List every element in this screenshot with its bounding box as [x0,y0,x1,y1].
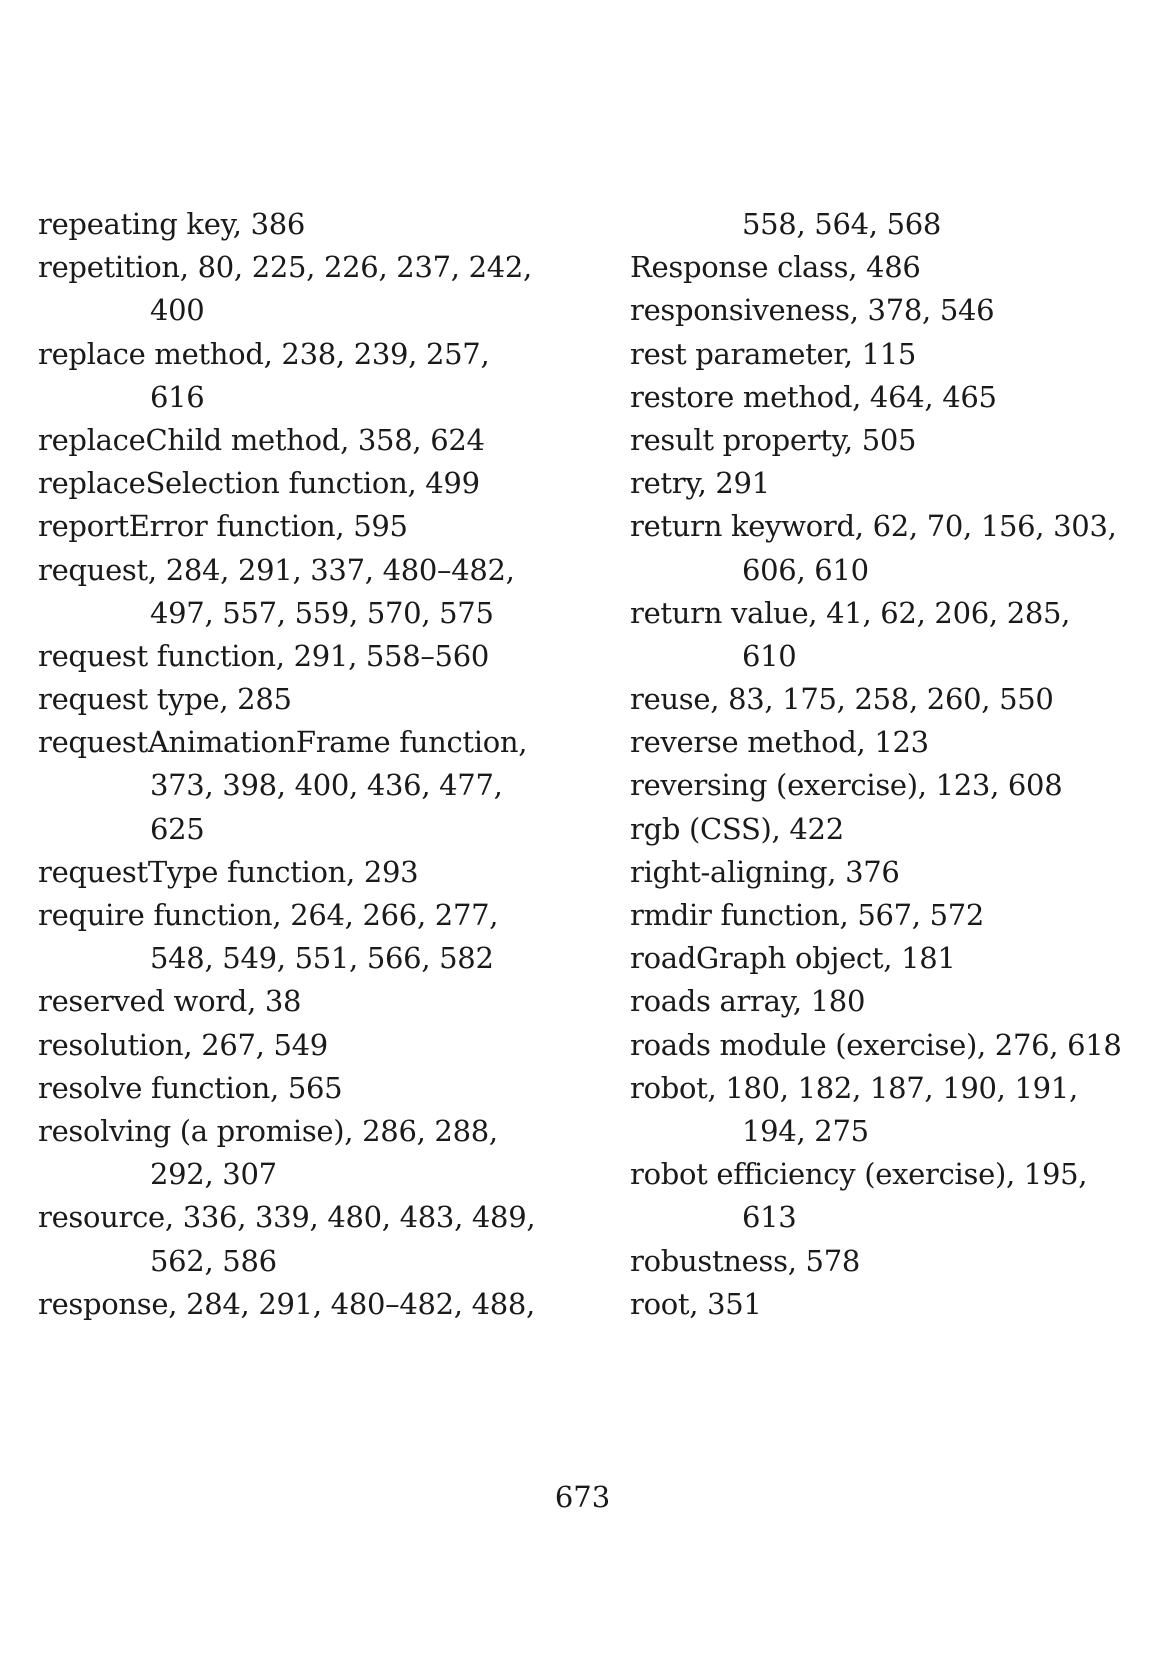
index-entry: robot, 180, 182, 187, 190, 191, [630,1070,1078,1105]
index-entry: roads array, 180 [630,984,866,1019]
index-entry: request, 284, 291, 337, 480–482, [38,552,515,587]
index-entry: rmdir function, 567, 572 [630,898,985,932]
index-entry: replace method, 238, 239, 257, [38,336,490,371]
index-entry: requestType function, 293 [38,854,419,889]
index-entry: retry, 291 [630,466,770,501]
index-entry: return value, 41, 62, 206, 285, [630,595,1071,630]
index-entry: restore method, 464, 465 [630,379,997,414]
index-entry-continuation: 606, 610 [742,552,869,587]
index-entry-continuation: 400 [150,293,205,328]
index-entry-continuation: 373, 398, 400, 436, 477, [150,768,503,803]
page-number: 673 [554,1480,611,1514]
index-entry: reserved word, 38 [38,984,302,1019]
index-column-left: repeating key, 386 repetition, 80, 225, 2… [38,203,538,1326]
index-entry: robot efficiency (exercise), 195, [630,1157,1088,1192]
index-entry: rgb (CSS), 422 [630,811,844,846]
index-entry: reverse method, 123 [630,725,929,760]
index-entry: result property, 505 [630,422,917,457]
index-entry: Response class, 486 [630,250,921,285]
index-entry: reportError function, 595 [38,509,408,544]
index-entry: robustness, 578 [630,1243,860,1278]
index-entry: return keyword, 62, 70, 156, 303, [630,509,1117,544]
index-entry: resolving (a promise), 286, 288, [38,1113,498,1148]
index-entry: reuse, 83, 175, 258, 260, 550 [630,682,1054,717]
index-entry-continuation: 610 [742,638,797,673]
index-entry: root, 351 [630,1286,762,1321]
index-entry: replaceSelection function, 499 [38,466,480,501]
index-entry: resolve function, 565 [38,1070,343,1105]
index-entry: require function, 264, 266, 277, [38,898,499,932]
index-entry: responsiveness, 378, 546 [630,293,995,328]
index-entry: response, 284, 291, 480–482, 488, [38,1286,535,1321]
index-entry: reversing (exercise), 123, 608 [630,768,1063,803]
index-entry: replaceChild method, 358, 624 [38,422,485,457]
index-entry: right-aligning, 376 [630,854,900,889]
index-entry: roadGraph object, 181 [630,941,956,976]
index-entry-continuation: 613 [742,1200,797,1235]
index-entry-continuation: 616 [150,379,205,414]
index-entry: request type, 285 [38,682,292,717]
index-entry-continuation: 194, 275 [742,1113,869,1148]
index-entry: roads module (exercise), 276, 618 [630,1027,1122,1062]
index-entry-continuation: 548, 549, 551, 566, 582 [150,941,494,976]
index-entry: resource, 336, 339, 480, 483, 489, [38,1200,536,1235]
index-entry: repetition, 80, 225, 226, 237, 242, [38,250,532,285]
index-entry: repeating key, 386 [38,207,306,241]
index-entry-continuation: 625 [150,811,205,846]
index-entry: requestAnimationFrame function, [38,725,528,760]
index-entry-continuation: 497, 557, 559, 570, 575 [150,595,494,630]
index-column-right: 558, 564, 568 Response class, 486 responsi… [630,203,1130,1326]
index-entry-continuation: 562, 586 [150,1243,277,1278]
index-entry: resolution, 267, 549 [38,1027,328,1062]
index-entry: rest parameter, 115 [630,336,917,371]
index-entry-continuation: 292, 307 [150,1157,277,1192]
index-entry: request function, 291, 558–560 [38,638,490,673]
index-entry-continuation: 558, 564, 568 [742,207,942,241]
